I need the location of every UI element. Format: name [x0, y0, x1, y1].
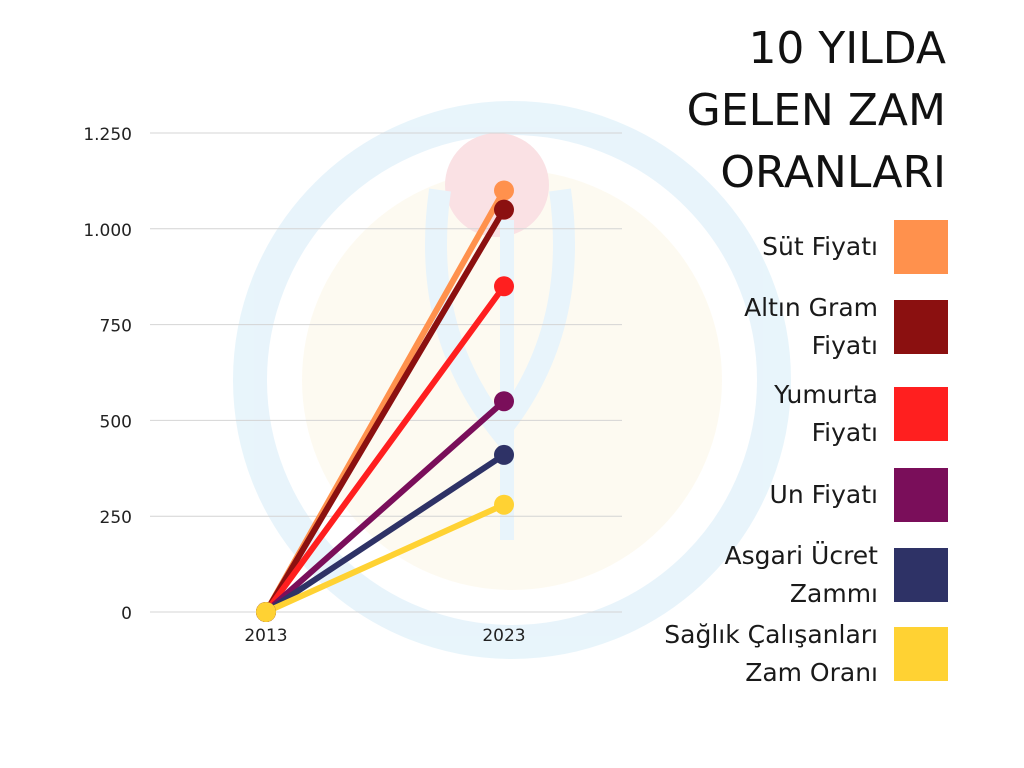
chart-title: 10 YILDA GELEN ZAM ORANLARI: [686, 23, 946, 198]
data-point: [494, 180, 514, 201]
data-point: [494, 444, 514, 465]
data-point: [494, 276, 514, 297]
watermark-ring: [233, 101, 791, 659]
x-axis-ticks: 2013 2023: [244, 626, 525, 646]
legend-swatch: [894, 627, 948, 681]
legend-label: Sağlık Çalışanları Zam Oranı: [664, 620, 878, 687]
y-tick-label: 0: [121, 604, 132, 624]
legend-item: Un Fiyatı: [600, 468, 950, 522]
legend-label: Asgari Ücret Zammı: [724, 541, 878, 608]
legend-item: Altın Gram Fiyatı: [600, 293, 950, 360]
data-point: [494, 494, 514, 515]
y-tick-label: 1.000: [83, 221, 132, 241]
series-line: [263, 206, 507, 615]
legend-swatch: [894, 548, 948, 602]
legend-swatch: [894, 387, 948, 441]
legend-label: Altın Gram Fiyatı: [744, 293, 878, 360]
x-tick-label: 2023: [482, 626, 525, 646]
legend-label: Süt Fiyatı: [762, 232, 878, 261]
legend-item: Asgari Ücret Zammı: [600, 541, 950, 608]
series-line: [263, 283, 507, 615]
legend-item: Süt Fiyatı: [600, 220, 950, 274]
chart-grid: [150, 132, 622, 613]
watermark-staff: [500, 220, 514, 540]
series-line: [263, 451, 507, 615]
data-point: [494, 199, 514, 220]
y-axis-ticks: 0 250 500 750 1.000 1.250: [83, 125, 132, 624]
series-line: [263, 501, 507, 615]
legend-label: Un Fiyatı: [769, 480, 878, 509]
data-point: [494, 391, 514, 412]
y-tick-label: 750: [100, 317, 132, 337]
legend-label: Yumurta Fiyatı: [774, 380, 878, 447]
legend-swatch: [894, 220, 948, 274]
y-tick-label: 500: [100, 412, 132, 432]
legend-swatch: [894, 468, 948, 522]
y-tick-label: 250: [100, 508, 132, 528]
legend-item: Sağlık Çalışanları Zam Oranı: [600, 620, 950, 687]
y-tick-label: 1.250: [83, 125, 132, 145]
series-line: [263, 398, 507, 615]
x-tick-label: 2013: [244, 626, 287, 646]
chart-series: [256, 180, 514, 622]
legend-swatch: [894, 300, 948, 354]
data-point: [256, 602, 276, 622]
legend-item: Yumurta Fiyatı: [600, 380, 950, 447]
